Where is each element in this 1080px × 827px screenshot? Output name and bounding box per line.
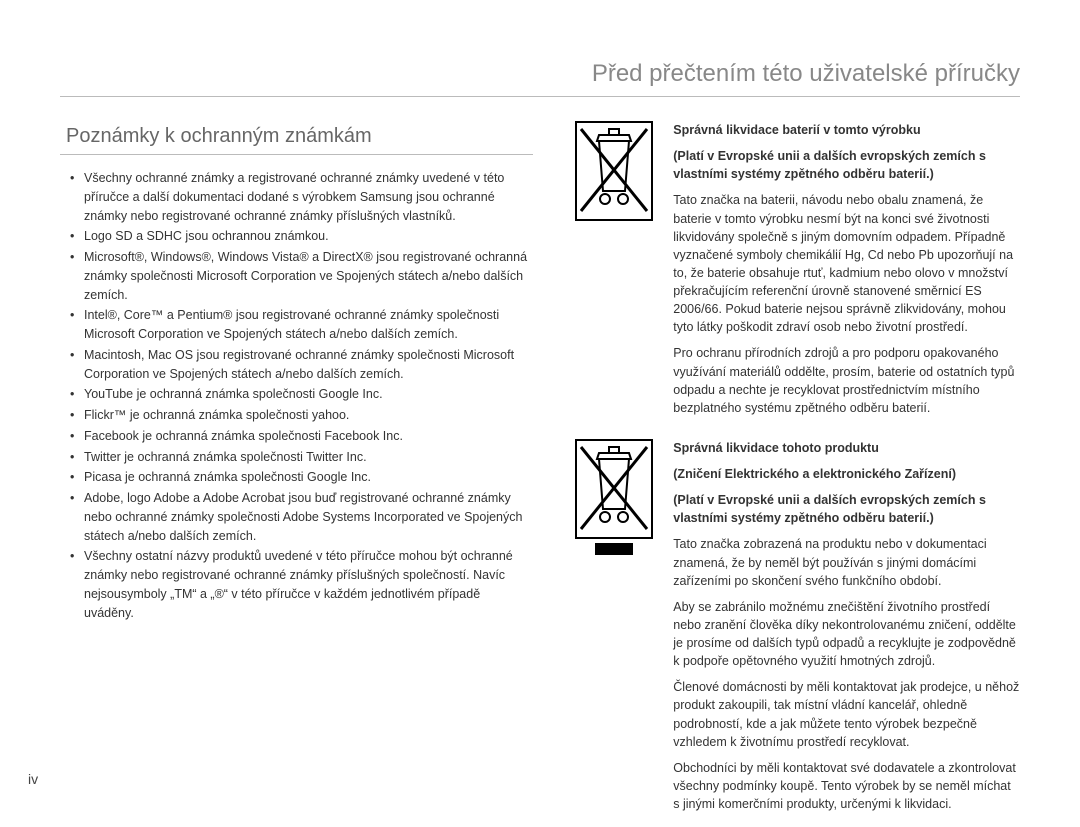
product-disposal-block: Správná likvidace tohoto produktu (Zniče… [569,439,1020,821]
battery-subtitle: (Platí v Evropské unii a dalších evropsk… [673,147,1020,183]
list-item: Intel®, Core™ a Pentium® jsou registrova… [70,306,533,344]
product-paragraph: Členové domácnosti by měli kontaktovat j… [673,678,1020,751]
crossed-bin-bar-icon [569,439,659,557]
list-item: Flickr™ je ochranná známka společnosti y… [70,406,533,425]
two-column-layout: Poznámky k ochranným známkám Všechny och… [60,121,1020,821]
product-disposal-text: Správná likvidace tohoto produktu (Zniče… [673,439,1020,821]
page-number: iv [28,771,38,787]
right-column: Správná likvidace baterií v tomto výrobk… [569,121,1020,821]
product-title: Správná likvidace tohoto produktu [673,439,1020,457]
list-item: Facebook je ochranná známka společnosti … [70,427,533,446]
page: Před přečtením této uživatelské příručky… [0,0,1080,827]
list-item: Twitter je ochranná známka společnosti T… [70,448,533,467]
list-item: Všechny ostatní názvy produktů uvedené v… [70,547,533,622]
crossed-bin-icon [569,121,659,221]
battery-disposal-text: Správná likvidace baterií v tomto výrobk… [673,121,1020,425]
list-item: Logo SD a SDHC jsou ochrannou známkou. [70,227,533,246]
list-item: Picasa je ochranná známka společnosti Go… [70,468,533,487]
battery-disposal-block: Správná likvidace baterií v tomto výrobk… [569,121,1020,425]
list-item: YouTube je ochranná známka společnosti G… [70,385,533,404]
battery-title: Správná likvidace baterií v tomto výrobk… [673,121,1020,139]
product-paragraph: Obchodníci by měli kontaktovat své dodav… [673,759,1020,813]
trademarks-heading: Poznámky k ochranným známkám [60,121,533,155]
product-subtitle: (Zničení Elektrického a elektronického Z… [673,465,1020,483]
list-item: Macintosh, Mac OS jsou registrované ochr… [70,346,533,384]
list-item: Všechny ochranné známky a registrované o… [70,169,533,225]
list-item: Microsoft®, Windows®, Windows Vista® a D… [70,248,533,304]
list-item: Adobe, logo Adobe a Adobe Acrobat jsou b… [70,489,533,545]
page-header-title: Před přečtením této uživatelské příručky [60,60,1020,97]
product-paragraph: Tato značka zobrazená na produktu nebo v… [673,535,1020,589]
product-paragraph: Aby se zabránilo možnému znečištění živo… [673,598,1020,671]
battery-paragraph: Tato značka na baterii, návodu nebo obal… [673,191,1020,336]
trademarks-list: Všechny ochranné známky a registrované o… [60,169,533,622]
left-column: Poznámky k ochranným známkám Všechny och… [60,121,533,821]
product-subtitle-2: (Platí v Evropské unii a dalších evropsk… [673,491,1020,527]
battery-paragraph: Pro ochranu přírodních zdrojů a pro podp… [673,344,1020,417]
